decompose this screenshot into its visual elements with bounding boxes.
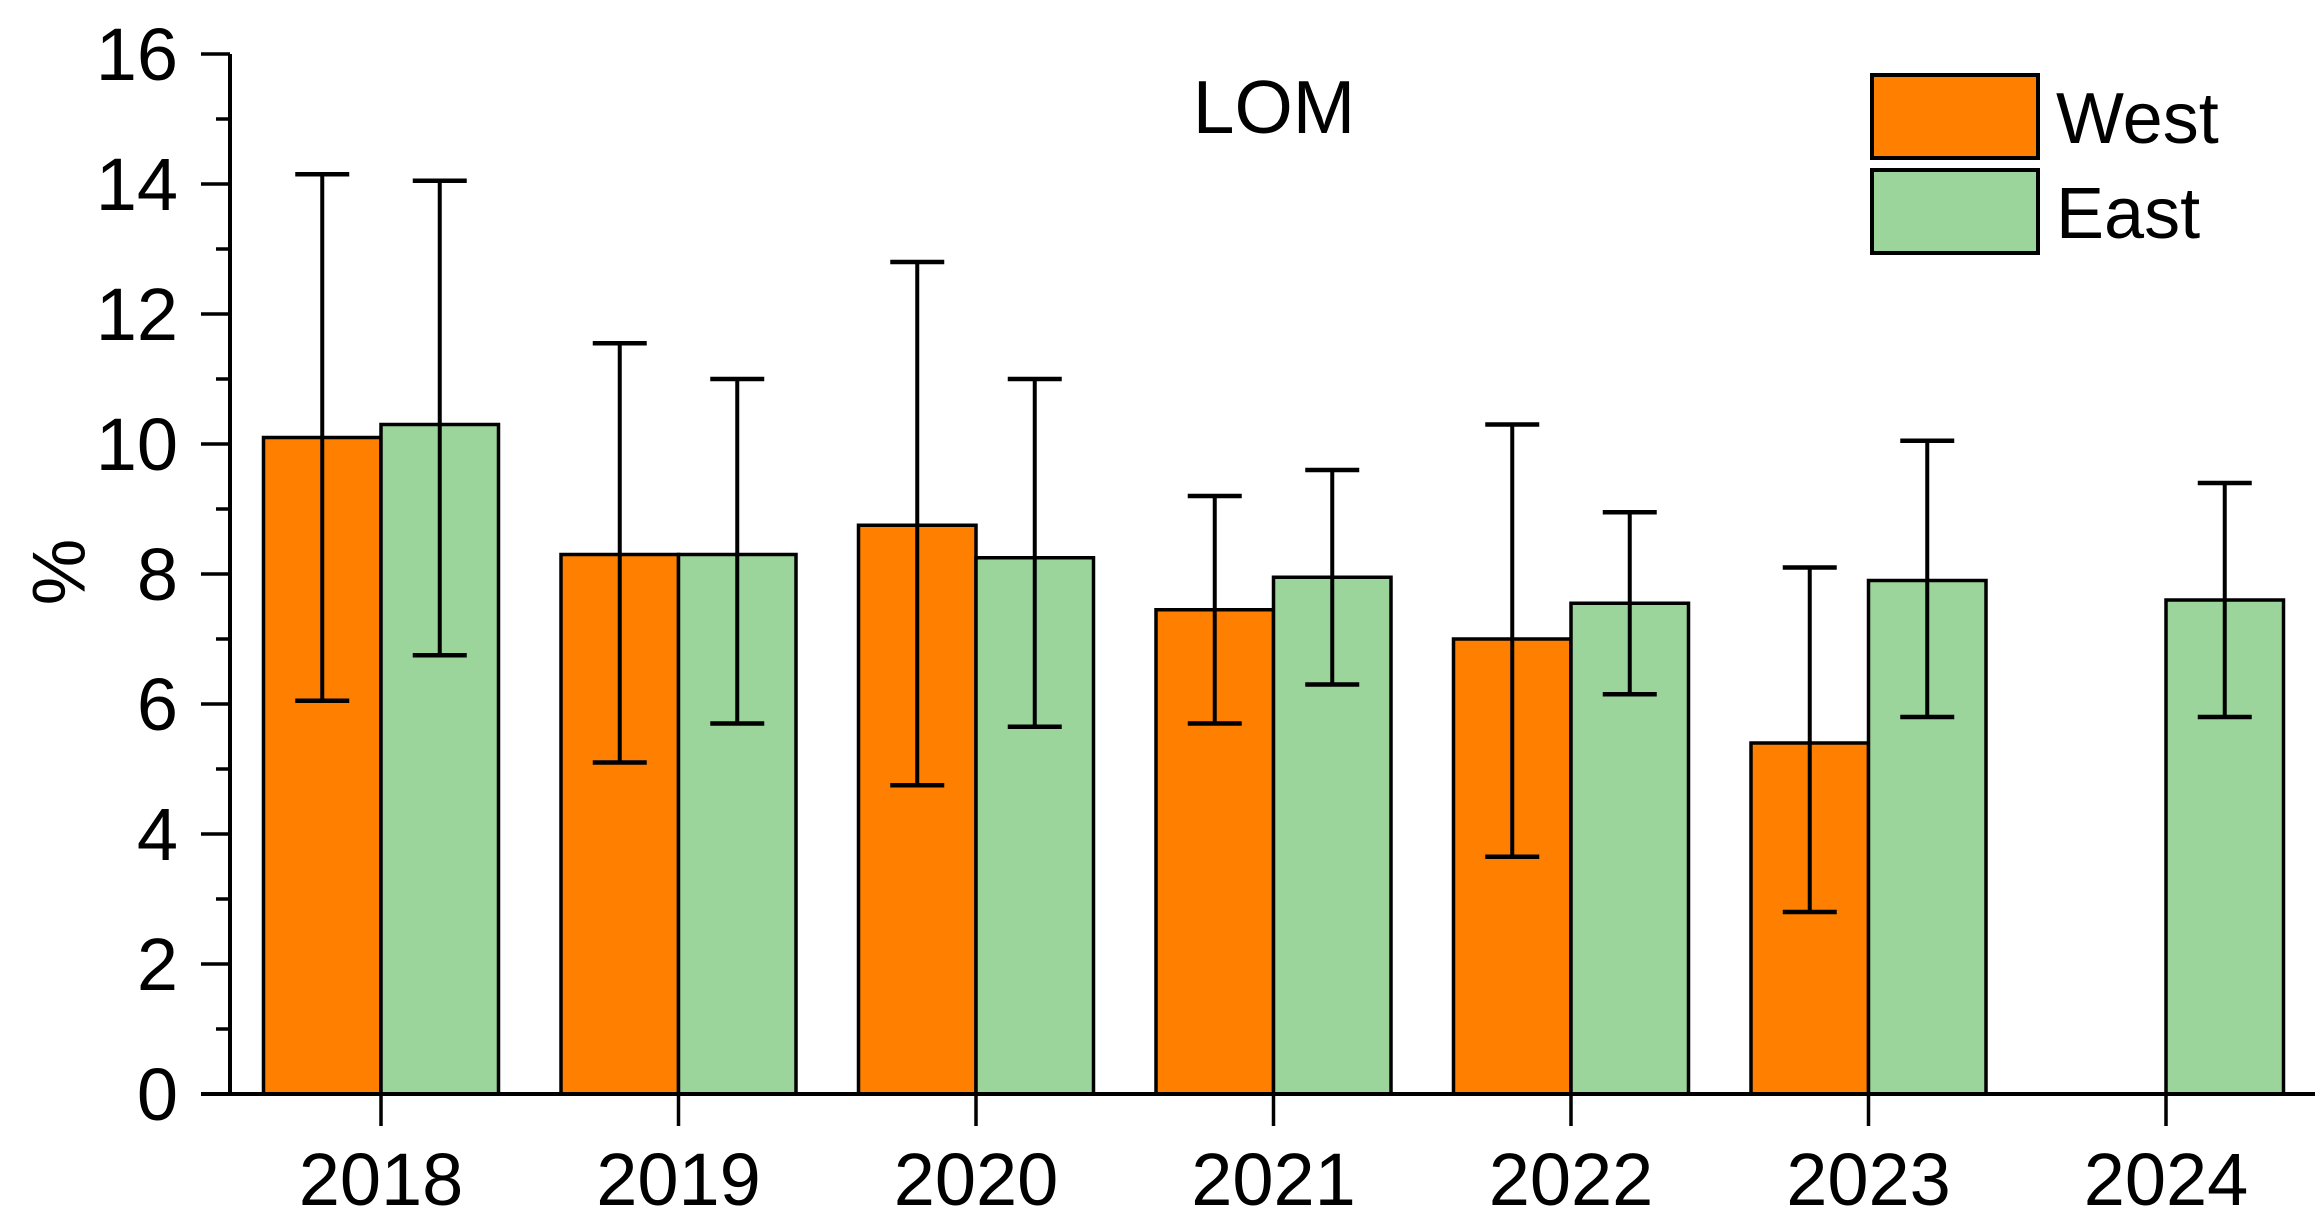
chart-title: LOM — [1193, 65, 1356, 149]
y-tick-label-14: 14 — [96, 143, 178, 226]
y-tick-label-0: 0 — [137, 1053, 178, 1136]
y-axis-label: % — [16, 539, 100, 606]
x-axis: 2018 2019 2020 2021 2022 2023 2024 — [201, 1092, 2315, 1221]
y-tick-label-6: 6 — [137, 663, 178, 746]
y-tick-label-16: 16 — [96, 13, 178, 96]
y-tick-label-4: 4 — [137, 793, 178, 876]
legend-swatch-east — [1870, 168, 2040, 255]
x-tick-label-2020: 2020 — [894, 1138, 1059, 1221]
error-bars-group — [295, 172, 2252, 915]
y-tick-label-2: 2 — [137, 923, 178, 1006]
legend: West East — [1870, 73, 2219, 255]
x-tick-label-2024: 2024 — [2084, 1138, 2249, 1221]
x-tick-label-2021: 2021 — [1191, 1138, 1356, 1221]
x-tick-label-2018: 2018 — [299, 1138, 464, 1221]
x-tick-label-2022: 2022 — [1489, 1138, 1654, 1221]
y-tick-label-12: 12 — [96, 273, 178, 356]
legend-swatch-west — [1870, 73, 2040, 160]
y-tick-label-10: 10 — [96, 403, 178, 486]
bars-group — [261, 422, 2286, 1096]
x-tick-label-2023: 2023 — [1786, 1138, 1951, 1221]
y-tick-label-8: 8 — [137, 533, 178, 616]
x-tick-label-2019: 2019 — [596, 1138, 761, 1221]
legend-label-east: East — [2056, 174, 2200, 254]
y-axis: 0 2 4 6 8 10 12 14 16 — [96, 13, 232, 1136]
legend-label-west: West — [2056, 79, 2219, 159]
